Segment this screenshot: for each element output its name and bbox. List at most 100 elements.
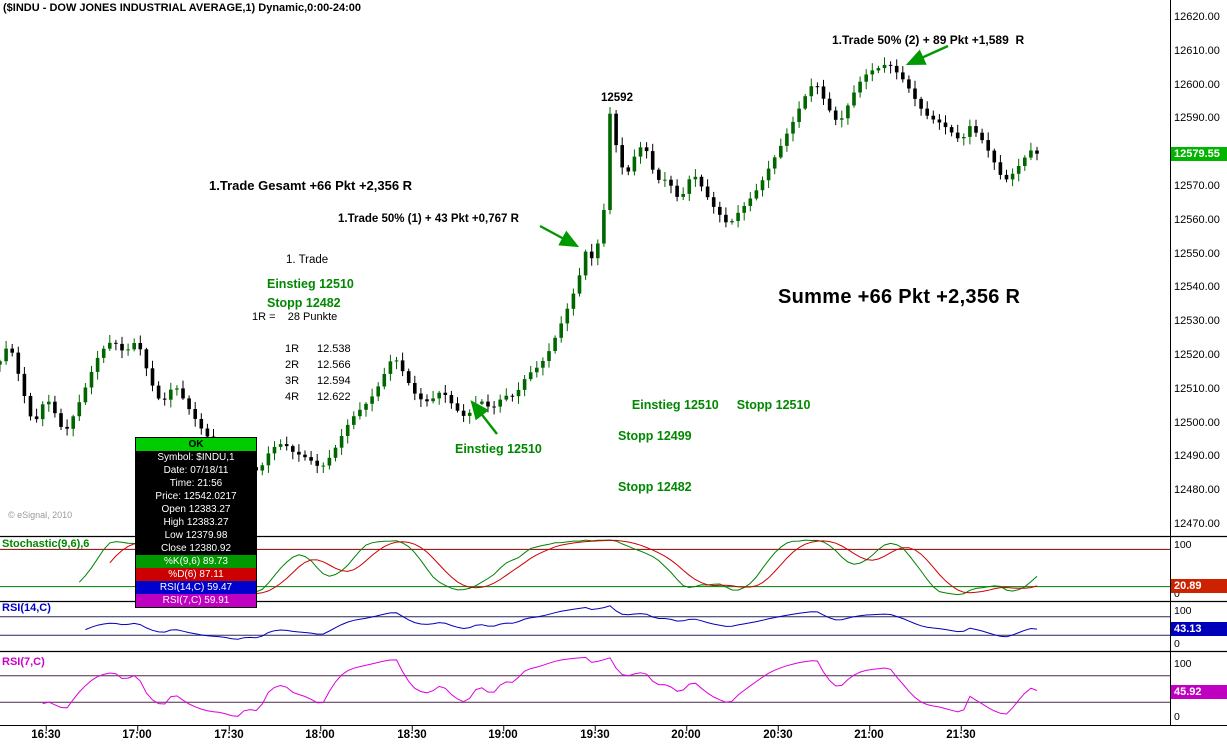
candle-body — [809, 86, 814, 97]
candle-body — [53, 401, 57, 414]
candle-body — [394, 360, 399, 362]
r-target-price: 12.622 — [317, 391, 351, 403]
candle-body — [675, 185, 679, 197]
price-axis-label: 12610.00 — [1174, 45, 1220, 57]
candle-body — [998, 162, 1003, 175]
candle-body — [541, 361, 545, 368]
panel-scale-0: 0 — [1174, 711, 1180, 723]
candle-body — [278, 444, 283, 447]
candle-body — [937, 119, 942, 123]
data-window-indicator-row: %K(9,6) 89.73 — [136, 555, 256, 568]
candle-body — [913, 88, 917, 99]
time-axis-label: 18:00 — [305, 729, 335, 741]
candle-body — [449, 395, 454, 404]
candle-body — [321, 465, 326, 467]
candle-body — [1004, 174, 1009, 180]
candle-body — [626, 167, 631, 172]
candle-body — [467, 412, 472, 416]
candle-body — [83, 387, 88, 403]
candle-body — [669, 179, 673, 186]
candle-body — [535, 367, 539, 373]
candle-body — [742, 206, 746, 213]
candle-body — [864, 74, 868, 82]
price-axis-label: 12470.00 — [1174, 518, 1220, 530]
candle-body — [16, 352, 21, 374]
candle-body — [693, 176, 698, 180]
annotation-stop-4: Stopp 12482 — [618, 480, 692, 494]
annotation-trade-total: 1.Trade Gesamt +66 Pkt +2,356 R — [209, 178, 413, 193]
candle-body — [1029, 150, 1033, 158]
candle-body — [419, 393, 423, 400]
candle-body — [266, 453, 271, 466]
candle-body — [370, 396, 374, 404]
candle-body — [1016, 166, 1021, 174]
candle-body — [974, 126, 978, 133]
annotation-stop-3: Stopp 12499 — [618, 429, 692, 443]
candle-body — [65, 426, 69, 429]
last-price-badge: 12579.55 — [1171, 147, 1227, 161]
candle-body — [894, 65, 899, 73]
time-axis-label: 20:00 — [671, 729, 701, 741]
data-window-indicator-row: RSI(7,C) 59.91 — [136, 594, 256, 607]
candle-body — [882, 64, 887, 69]
annotation-stop-2: Stopp 12510 — [736, 398, 811, 412]
candle-body — [431, 398, 435, 402]
candle-body — [297, 451, 301, 455]
candle-body — [492, 406, 496, 408]
candle-body — [272, 446, 277, 454]
annotation-entry-3: Einstieg 12510 — [631, 398, 719, 412]
candle-body — [608, 113, 612, 210]
panel-scale-0: 0 — [1174, 588, 1180, 600]
candle-body — [565, 308, 570, 324]
cursor-data-window[interactable]: OK Symbol: $INDU,1 Date: 07/18/11 Time: 21… — [135, 437, 257, 608]
data-window-header[interactable]: OK — [136, 438, 256, 451]
candle-body — [455, 403, 460, 411]
candle-body — [437, 392, 441, 399]
panel-scale-0: 0 — [1174, 638, 1180, 650]
candle-body — [132, 343, 136, 350]
rsi14-panel-label: RSI(14,C) — [2, 602, 51, 614]
r-target-row: 3R 12.594 — [285, 373, 351, 389]
candle-body — [980, 132, 984, 141]
candle-body — [352, 416, 356, 425]
r-target-row: 2R 12.566 — [285, 357, 351, 373]
candle-body — [303, 454, 307, 458]
candle-body — [620, 145, 624, 168]
candle-body — [1010, 173, 1015, 180]
candle-body — [657, 169, 661, 180]
candle-body — [193, 409, 197, 419]
candle-body — [400, 360, 405, 372]
candle-body — [260, 465, 265, 471]
annotation-trade1-exit: 1.Trade 50% (1) + 43 Pkt +0,767 R — [338, 213, 519, 225]
candle-body — [59, 413, 63, 427]
stochastic-d-line — [109, 539, 1038, 595]
esignal-watermark: © eSignal, 2010 — [8, 510, 73, 520]
data-window-row: Price: 12542.0217 — [136, 490, 256, 503]
annotation-trade-header: 1. Trade — [286, 254, 329, 266]
candle-body — [345, 424, 350, 436]
data-window-row: Time: 21:56 — [136, 477, 256, 490]
price-axis-label: 12560.00 — [1174, 214, 1220, 226]
price-axis-label: 12620.00 — [1174, 11, 1220, 23]
candle-body — [870, 70, 875, 75]
time-axis-label: 17:30 — [214, 729, 244, 741]
time-axis-label: 21:30 — [946, 729, 976, 741]
candle-body — [718, 206, 722, 215]
candle-body — [736, 212, 740, 221]
price-axis-label: 12480.00 — [1174, 484, 1220, 496]
candle-body — [772, 157, 777, 169]
candle-body — [943, 122, 948, 128]
rsi7-line — [42, 656, 1038, 717]
candle-body — [382, 374, 387, 387]
candle-body — [443, 392, 448, 395]
time-axis-label: 19:30 — [580, 729, 610, 741]
candle-body — [766, 168, 771, 181]
candle-body — [108, 342, 112, 349]
candle-body — [461, 410, 466, 416]
candle-body — [553, 337, 557, 351]
candle-body — [187, 398, 191, 410]
candle-body — [754, 190, 759, 199]
r-target-row: 1R 12.538 — [285, 341, 351, 357]
candle-body — [364, 403, 368, 410]
